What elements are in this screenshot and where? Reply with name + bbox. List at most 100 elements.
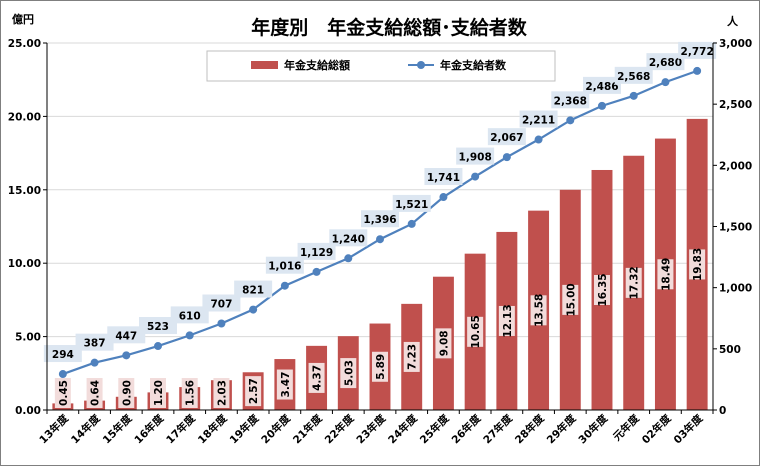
bar-value-label: 10.65 xyxy=(470,315,482,348)
point-label-bg xyxy=(456,147,495,165)
point-value-label: 1,908 xyxy=(459,152,492,164)
point-label-bg xyxy=(392,194,431,212)
point-label-bg xyxy=(361,210,399,228)
x-tick-label: 16年度 xyxy=(132,412,167,447)
bar-value-label: 7.23 xyxy=(407,344,419,370)
point-label-bg xyxy=(265,256,304,274)
point-label-bg xyxy=(107,326,146,344)
x-tick-label: 25年度 xyxy=(417,412,452,447)
point-value-label: 2,067 xyxy=(490,132,523,144)
point-value-label: 1,240 xyxy=(332,233,365,245)
x-tick-label: 23年度 xyxy=(354,412,389,447)
point-labels: 294 387 447 523 610 707 821 1,016 1,129 1,240 1,39… xyxy=(43,41,717,363)
line-point xyxy=(566,116,575,125)
point-value-label: 1,129 xyxy=(300,247,333,259)
right-axis-unit: 人 xyxy=(727,14,739,28)
x-tick-label: 19年度 xyxy=(227,412,262,447)
bar-value-label: 0.90 xyxy=(121,380,133,406)
x-tick-label: 29年度 xyxy=(544,412,579,447)
bar-label-bg xyxy=(594,274,610,305)
bar-value-label: 18.49 xyxy=(660,258,672,291)
line-point xyxy=(280,281,289,290)
right-tick-label: 1,000 xyxy=(719,283,752,295)
line-point xyxy=(185,331,194,340)
point-value-label: 1,521 xyxy=(395,199,428,211)
line-point xyxy=(471,172,480,181)
line-point xyxy=(344,254,353,263)
bar-labels: 0.45 0.64 0.90 1.20 1.56 2.03 2.57 3.47 4.37 5.03… xyxy=(54,248,706,408)
legend: 年金支給総額 年金支給者数 xyxy=(206,50,556,82)
point-value-label: 2,680 xyxy=(649,57,682,69)
point-value-label: 1,016 xyxy=(268,261,301,273)
point-label-bg xyxy=(551,91,590,109)
right-tick-label: 500 xyxy=(719,344,741,356)
line-point xyxy=(598,101,606,110)
line-point xyxy=(661,78,670,87)
legend-label-line: 年金支給者数 xyxy=(440,58,507,72)
point-label-bg xyxy=(583,76,621,94)
left-tick-label: 20.00 xyxy=(8,111,41,123)
bar-label-bg xyxy=(530,295,547,326)
point-label-bg xyxy=(202,294,241,312)
bar-label-bg xyxy=(118,378,135,408)
legend-swatch-bar xyxy=(251,61,278,69)
bar-value-label: 19.83 xyxy=(692,248,704,281)
bar-value-label: 16.35 xyxy=(597,273,609,306)
x-tick-label: 20年度 xyxy=(259,412,294,447)
point-value-label: 2,772 xyxy=(681,46,714,58)
line-point xyxy=(629,91,638,100)
point-value-label: 2,211 xyxy=(522,115,555,127)
bar-label-bg xyxy=(657,259,674,290)
bar-value-label: 17.32 xyxy=(629,266,641,299)
bar-value-label: 0.45 xyxy=(58,380,70,406)
bar-value-label: 15.00 xyxy=(565,283,577,316)
x-tick-label: 27年度 xyxy=(481,412,516,447)
bar-label-bg xyxy=(435,328,452,359)
line-point xyxy=(90,358,99,367)
bar-label-bg xyxy=(245,376,262,407)
point-value-label: 294 xyxy=(52,349,74,361)
line-point xyxy=(154,342,162,351)
legend-swatch-marker xyxy=(417,61,425,69)
left-tick-label: 25.00 xyxy=(8,38,41,50)
legend-label-bar: 年金支給総額 xyxy=(284,58,350,72)
bar-label-bg xyxy=(181,378,198,408)
right-tick-label: 1,500 xyxy=(719,222,752,234)
bar-value-label: 1.56 xyxy=(185,380,197,406)
left-tick-label: 5.00 xyxy=(15,332,41,344)
x-tick-label: 30年度 xyxy=(576,412,611,447)
line-point xyxy=(693,66,702,75)
left-tick-label: 10.00 xyxy=(8,258,41,270)
chart-title: 年度別 年金支給総額･支給者数 xyxy=(251,16,528,39)
bar-value-label: 0.64 xyxy=(90,380,102,406)
bar-label-bg xyxy=(498,305,515,336)
point-label-bg xyxy=(487,128,526,146)
left-tick-label: 0.00 xyxy=(15,405,41,417)
line-point xyxy=(439,193,448,202)
bar-value-label: 5.89 xyxy=(375,354,387,380)
point-label-bg xyxy=(170,306,209,324)
x-tick-label: 03年度 xyxy=(671,412,706,447)
right-tick-label: 3,000 xyxy=(719,38,752,50)
bar-label-bg xyxy=(689,249,706,280)
bar-label-bg xyxy=(86,378,103,408)
right-tick-label: 0 xyxy=(719,405,726,417)
point-label-bg xyxy=(43,345,82,363)
x-tick-label: 18年度 xyxy=(195,412,230,447)
bar-value-label: 9.08 xyxy=(438,330,450,356)
x-tick-label: 22年度 xyxy=(322,412,357,447)
point-label-bg xyxy=(75,333,114,351)
point-value-label: 447 xyxy=(115,330,137,342)
bar-label-bg xyxy=(403,341,420,372)
bar-label-bg xyxy=(372,351,388,382)
point-label-bg xyxy=(297,242,336,260)
x-tick-label: 28年度 xyxy=(512,412,547,447)
bar-label-bg xyxy=(562,284,579,315)
point-label-bg xyxy=(646,53,685,71)
bar-value-label: 5.03 xyxy=(343,360,355,386)
x-tick-label: 元年度 xyxy=(610,412,642,444)
x-tick-label: 13年度 xyxy=(37,412,72,447)
line-point xyxy=(217,319,226,328)
x-tick-label: 17年度 xyxy=(163,412,198,447)
